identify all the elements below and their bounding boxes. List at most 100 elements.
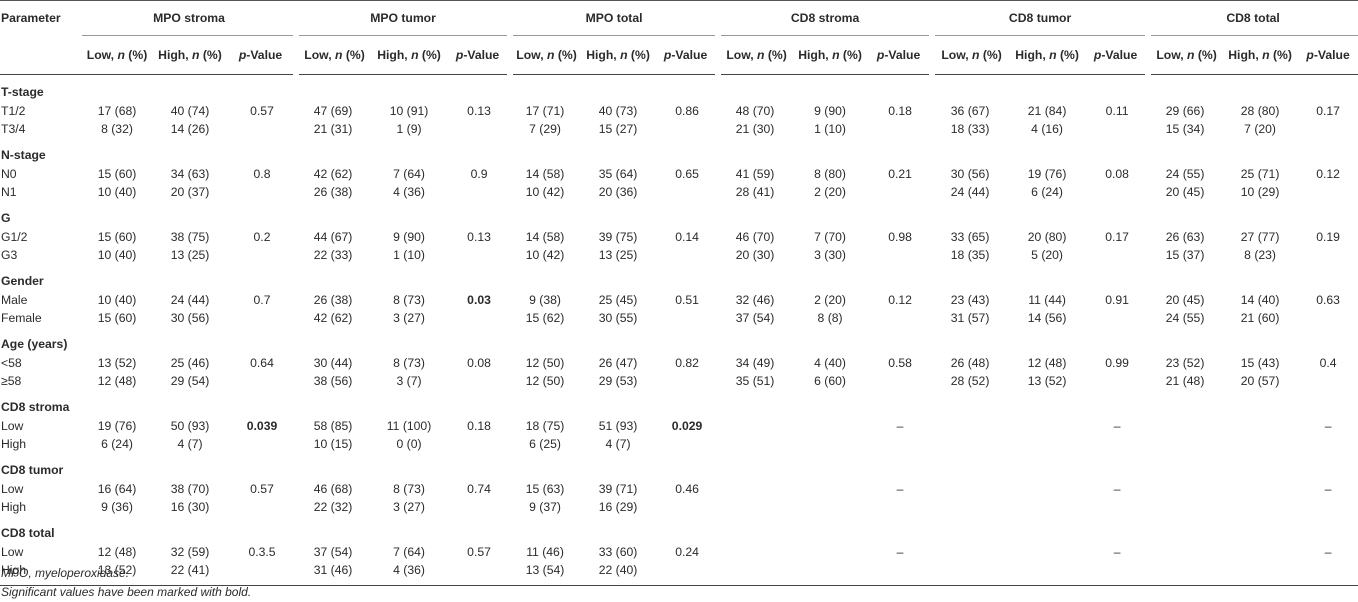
empty-cell [1222, 453, 1298, 480]
table-row: High 9 (36) 16 (30) 22 (32) 3 (27) 9 (37) 16 (… [0, 498, 1358, 516]
row-label: ≥58 [1, 374, 22, 388]
empty-cell [448, 390, 510, 417]
count-cell: 29 (66) [1165, 104, 1205, 118]
empty-cell [868, 327, 932, 354]
p-value-cell [1298, 372, 1358, 390]
empty-cell [82, 264, 152, 291]
p-value-cell: 0.19 [1316, 230, 1340, 244]
count-cell: 4 (7) [605, 437, 631, 451]
count-cell: 6 (24) [101, 437, 133, 451]
section-row: T-stage [0, 75, 1358, 103]
p-value-cell: 0.03 [467, 293, 491, 307]
empty-cell [792, 264, 868, 291]
empty-cell [296, 327, 370, 354]
empty-cell [448, 75, 510, 103]
count-cell: 38 (56) [313, 374, 353, 388]
count-cell: 10 (42) [525, 185, 565, 199]
count-cell: 21 (48) [1165, 374, 1205, 388]
p-value-cell [656, 372, 718, 390]
p-value-cell [448, 120, 510, 138]
p-value-cell: 0.64 [250, 356, 274, 370]
count-cell: 7 (20) [1244, 122, 1276, 136]
footnote-abbreviation: MPO, myeloperoxidase. [1, 566, 130, 580]
count-cell [1008, 480, 1086, 498]
section-row: Gender [0, 264, 1358, 291]
count-cell [1148, 561, 1223, 586]
empty-cell [718, 75, 792, 103]
table-row: Low 16 (64) 38 (70) 0.57 46 (68) 8 (73) 0.74 15… [0, 480, 1358, 498]
count-cell: 25 (45) [598, 293, 638, 307]
count-cell: 18 (33) [950, 122, 990, 136]
count-cell: 22 (41) [152, 561, 228, 586]
count-cell [932, 435, 1008, 453]
count-cell: 35 (51) [735, 374, 775, 388]
p-value-cell: – [1113, 419, 1121, 433]
row-label: Female [1, 311, 42, 325]
table-row: G1/2 15 (60) 38 (75) 0.2 44 (67) 9 (90) 0.13 14… [0, 228, 1358, 246]
p-value-cell: 0.12 [888, 293, 912, 307]
count-cell: 15 (63) [525, 482, 565, 496]
p-value-cell [448, 309, 510, 327]
empty-cell [1008, 138, 1086, 165]
empty-cell [1148, 264, 1222, 291]
p-value-cell: – [1324, 482, 1332, 496]
p-value-cell [1298, 309, 1358, 327]
empty-cell [1148, 390, 1222, 417]
p-value-cell: – [896, 545, 904, 559]
count-cell: 9 (90) [814, 104, 846, 118]
p-value-cell [1298, 435, 1358, 453]
count-cell: 32 (59) [170, 545, 210, 559]
subheader-p-value: p-Value [448, 35, 511, 75]
count-cell: 41 (59) [735, 167, 775, 181]
empty-cell [1298, 516, 1358, 543]
count-cell [932, 417, 1008, 435]
count-cell: 46 (68) [313, 482, 353, 496]
count-cell: 6 (25) [529, 437, 561, 451]
subheader-high: High, n (%) [370, 35, 449, 75]
p-value-cell [1086, 309, 1148, 327]
empty-cell [1086, 264, 1148, 291]
count-cell [1008, 435, 1086, 453]
empty-cell [82, 75, 152, 103]
row-label: High [1, 500, 27, 514]
row-label: High [0, 561, 82, 586]
count-cell [792, 498, 868, 516]
p-value-cell [656, 246, 718, 264]
count-cell: 16 (29) [598, 500, 638, 514]
p-value-cell [868, 372, 932, 390]
empty-cell [296, 75, 370, 103]
row-label: Low [1, 545, 24, 559]
subheader-low: Low, n (%) [82, 35, 152, 75]
count-cell: 14 (40) [1240, 293, 1280, 307]
empty-cell [1008, 327, 1086, 354]
empty-cell [228, 390, 296, 417]
header-blank [0, 35, 82, 75]
count-cell: 4 (36) [393, 185, 425, 199]
count-cell [1008, 417, 1086, 435]
count-cell: 15 (62) [525, 311, 565, 325]
count-cell: 15 (43) [1240, 356, 1280, 370]
table-row: <58 13 (52) 25 (46) 0.64 30 (44) 8 (73) 0.08 12… [0, 354, 1358, 372]
count-cell [932, 543, 1008, 561]
empty-cell [1086, 201, 1148, 228]
empty-cell [228, 327, 296, 354]
count-cell: 4 (7) [177, 437, 203, 451]
empty-cell [510, 453, 580, 480]
section-row: N-stage [0, 138, 1358, 165]
count-cell: 24 (55) [1165, 311, 1205, 325]
empty-cell [656, 453, 718, 480]
count-cell: 30 (56) [950, 167, 990, 181]
subheader-p-value: p-Value [228, 35, 297, 75]
count-cell: 10 (15) [313, 437, 353, 451]
empty-cell [510, 390, 580, 417]
p-value-cell: 0.12 [1316, 167, 1340, 181]
p-value-cell [868, 309, 932, 327]
empty-cell [1298, 264, 1358, 291]
subheader-p-value: p-Value [868, 35, 933, 75]
empty-cell [1086, 75, 1148, 103]
header-row-subcolumns: Low, n (%) High, n (%) p-Value Low, n (%) Hi… [0, 35, 1358, 75]
empty-cell [1222, 138, 1298, 165]
count-cell [1148, 417, 1222, 435]
count-cell: 47 (69) [313, 104, 353, 118]
section-title: Age (years) [1, 337, 68, 351]
